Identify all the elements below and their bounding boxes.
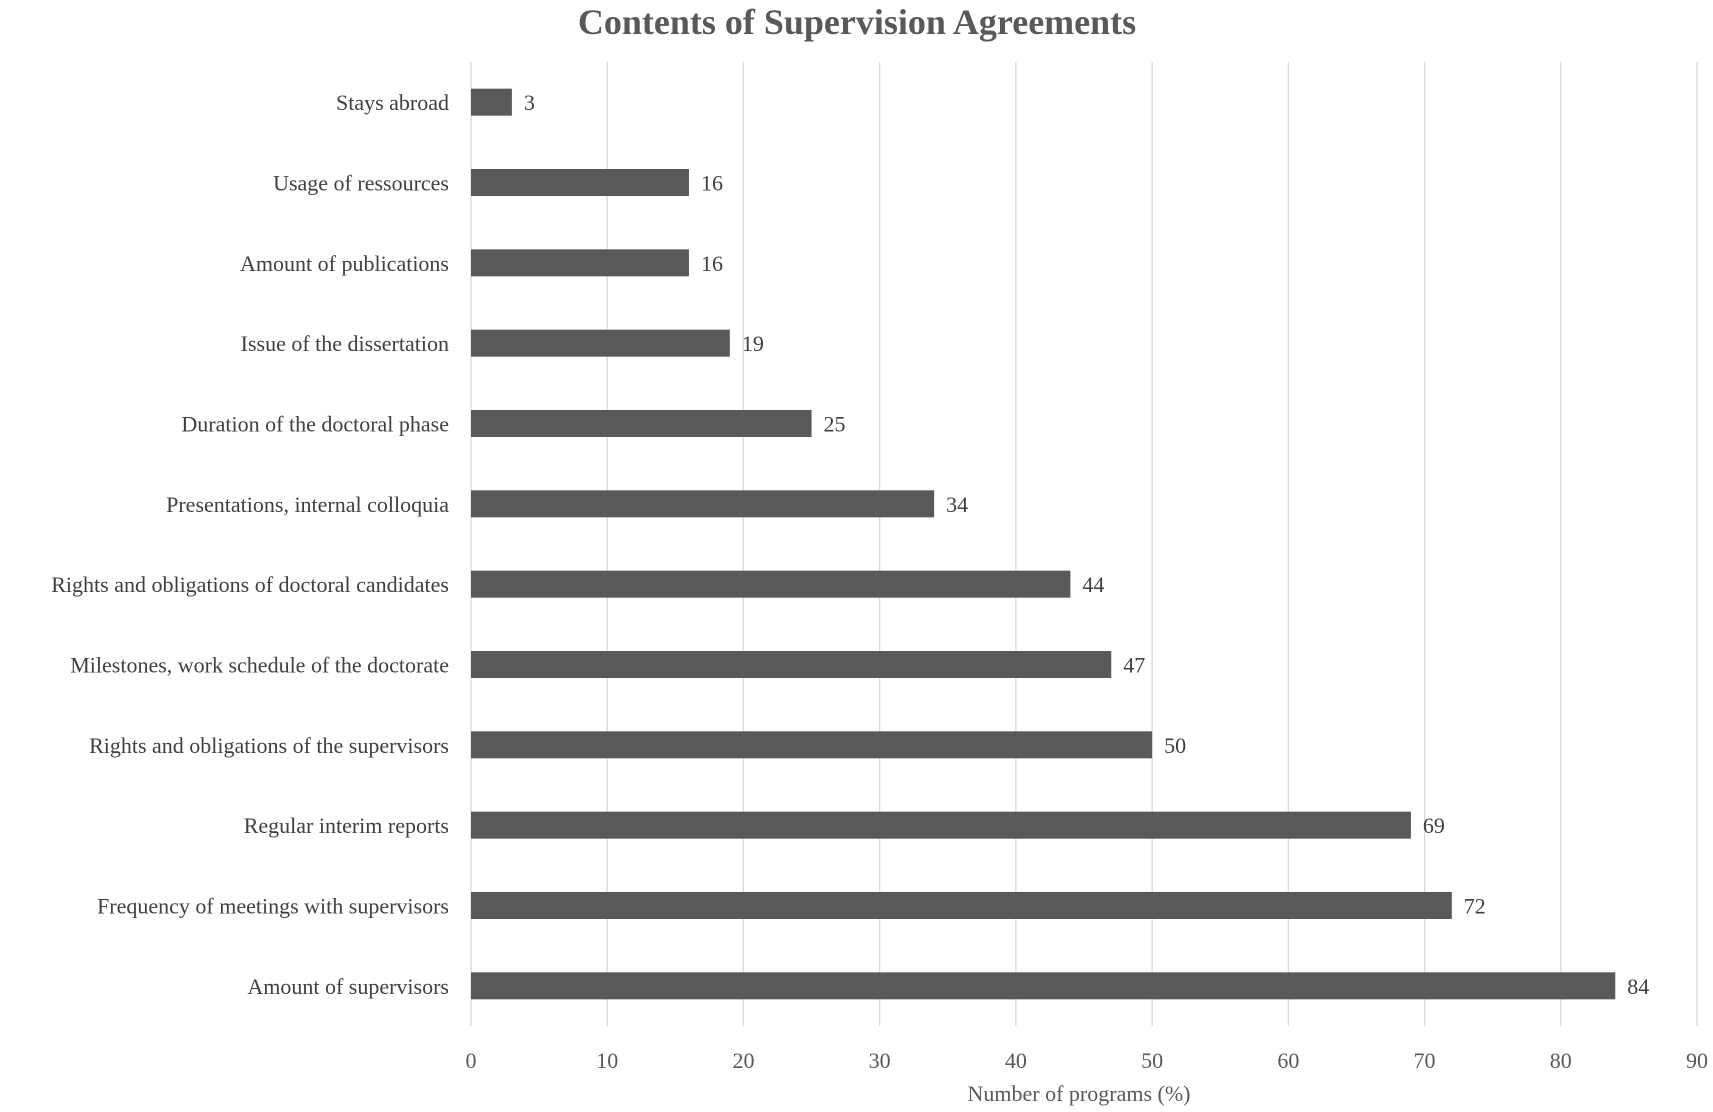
bar — [471, 490, 935, 518]
bar — [471, 410, 812, 437]
category-label: Usage of ressources — [273, 171, 449, 196]
bar — [471, 249, 689, 277]
x-axis-title: Number of programs (%) — [968, 1081, 1191, 1106]
chart-title: Contents of Supervision Agreements — [578, 2, 1136, 42]
gridlines — [470, 62, 1698, 1026]
bar — [471, 570, 1071, 598]
bar — [471, 169, 689, 196]
category-label: Rights and obligations of the supervisor… — [89, 733, 449, 758]
category-label: Amount of publications — [240, 251, 449, 276]
data-label: 69 — [1423, 813, 1445, 838]
data-labels: 3 16 16 19 25 34 44 47 50 69 72 84 — [524, 90, 1649, 999]
x-tick-label: 10 — [596, 1048, 618, 1073]
bar — [471, 972, 1616, 1000]
x-tick-label: 90 — [1686, 1048, 1708, 1073]
x-tick-label: 80 — [1550, 1048, 1572, 1073]
data-label: 72 — [1464, 894, 1486, 919]
data-label: 16 — [701, 251, 723, 276]
data-label: 16 — [701, 171, 723, 196]
x-tick-label: 20 — [732, 1048, 754, 1073]
x-tick-label: 60 — [1277, 1048, 1299, 1073]
bar — [471, 811, 1411, 839]
bar — [471, 329, 730, 357]
data-label: 47 — [1123, 653, 1145, 678]
category-label: Presentations, internal colloquia — [166, 492, 449, 517]
data-label: 19 — [742, 331, 764, 356]
data-label: 84 — [1627, 974, 1649, 999]
data-label: 50 — [1164, 733, 1186, 758]
x-tick-label: 30 — [869, 1048, 891, 1073]
category-label: Rights and obligations of doctoral candi… — [51, 572, 449, 597]
x-tick-label: 0 — [466, 1048, 477, 1073]
bars — [471, 88, 1616, 1000]
data-label: 34 — [946, 492, 968, 517]
category-label: Issue of the dissertation — [241, 331, 449, 356]
category-labels: Stays abroad Usage of ressources Amount of… — [51, 90, 449, 999]
category-label: Frequency of meetings with supervisors — [97, 894, 449, 919]
x-tick-label: 40 — [1005, 1048, 1027, 1073]
x-tick-label: 50 — [1141, 1048, 1163, 1073]
x-axis-ticks: 0 10 20 30 40 50 60 70 80 90 — [466, 1048, 1709, 1073]
category-label: Stays abroad — [336, 90, 449, 115]
bar — [471, 88, 512, 116]
category-label: Duration of the doctoral phase — [181, 412, 449, 437]
bar — [471, 651, 1112, 678]
category-label: Regular interim reports — [244, 813, 449, 838]
category-label: Milestones, work schedule of the doctora… — [70, 653, 449, 678]
data-label: 3 — [524, 90, 535, 115]
data-label: 25 — [824, 412, 846, 437]
x-tick-label: 70 — [1414, 1048, 1436, 1073]
data-label: 44 — [1082, 572, 1104, 597]
bar — [471, 731, 1153, 759]
category-label: Amount of supervisors — [247, 974, 449, 999]
bar — [471, 892, 1452, 919]
